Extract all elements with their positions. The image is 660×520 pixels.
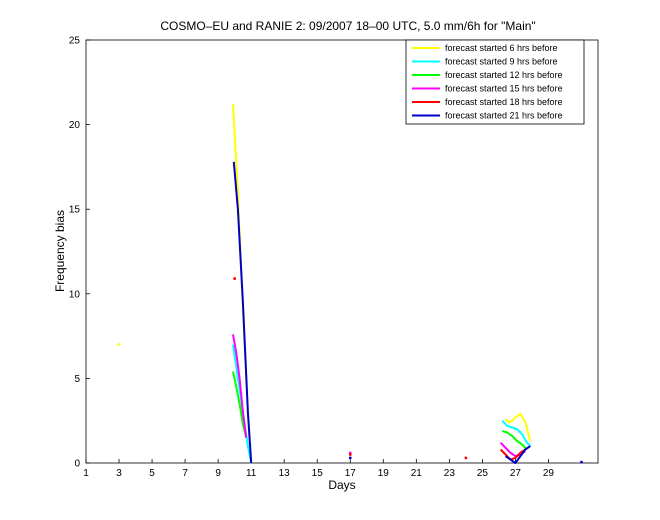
series-line xyxy=(232,334,248,438)
series-line xyxy=(501,429,528,451)
series-line xyxy=(501,419,532,447)
y-tick-label: 25 xyxy=(69,36,81,47)
x-tick-label: 29 xyxy=(543,468,555,479)
y-tick-label: 5 xyxy=(74,374,80,385)
series-line xyxy=(499,448,526,461)
data-point xyxy=(464,456,468,460)
x-tick-label: 23 xyxy=(444,468,456,479)
legend: forecast started 6 hrs before forecast st… xyxy=(405,39,585,125)
x-tick-label: 17 xyxy=(345,468,357,479)
legend-label: forecast started 6 hrs before xyxy=(445,43,558,53)
data-point xyxy=(348,453,352,456)
x-tick-label: 19 xyxy=(378,468,390,479)
x-tick-label: 1 xyxy=(83,468,89,479)
x-axis-label: Days xyxy=(328,478,355,492)
x-tick-label: 25 xyxy=(477,468,489,479)
legend-box xyxy=(405,39,585,125)
x-tick-label: 9 xyxy=(215,468,221,479)
data-point xyxy=(117,343,121,346)
series-line xyxy=(504,445,531,464)
series-layer xyxy=(117,104,583,464)
data-point xyxy=(580,460,583,464)
data-point xyxy=(233,277,237,280)
legend-entries: forecast started 6 hrs before forecast st… xyxy=(412,43,563,121)
x-tick-label: 13 xyxy=(279,468,291,479)
x-tick-label: 5 xyxy=(149,468,155,479)
legend-label: forecast started 18 hrs before xyxy=(445,97,563,107)
y-tick-label: 15 xyxy=(69,205,81,216)
chart-title: COSMO–EU and RANIE 2: 09/2007 18–00 UTC,… xyxy=(160,19,535,33)
x-tick-label: 21 xyxy=(411,468,423,479)
series-3 xyxy=(232,371,528,451)
x-tick-label: 15 xyxy=(312,468,324,479)
legend-label: forecast started 21 hrs before xyxy=(445,111,563,121)
legend-label: forecast started 9 hrs before xyxy=(445,57,558,67)
y-tick-label: 20 xyxy=(69,120,81,131)
series-line xyxy=(232,161,253,464)
legend-label: forecast started 15 hrs before xyxy=(445,84,563,94)
y-tick-label: 10 xyxy=(69,289,81,300)
legend-label: forecast started 12 hrs before xyxy=(445,70,563,80)
y-axis-label: Frequency bias xyxy=(53,210,67,292)
series-line xyxy=(232,371,248,438)
x-tick-label: 7 xyxy=(182,468,188,479)
series-line xyxy=(504,412,532,442)
x-tick-label: 11 xyxy=(246,468,257,479)
series-5 xyxy=(233,277,526,461)
x-tick-label: 27 xyxy=(510,468,522,479)
x-tick-label: 3 xyxy=(116,468,122,479)
data-point xyxy=(348,456,352,460)
series-6 xyxy=(232,161,583,464)
y-tick-label: 0 xyxy=(74,459,80,470)
